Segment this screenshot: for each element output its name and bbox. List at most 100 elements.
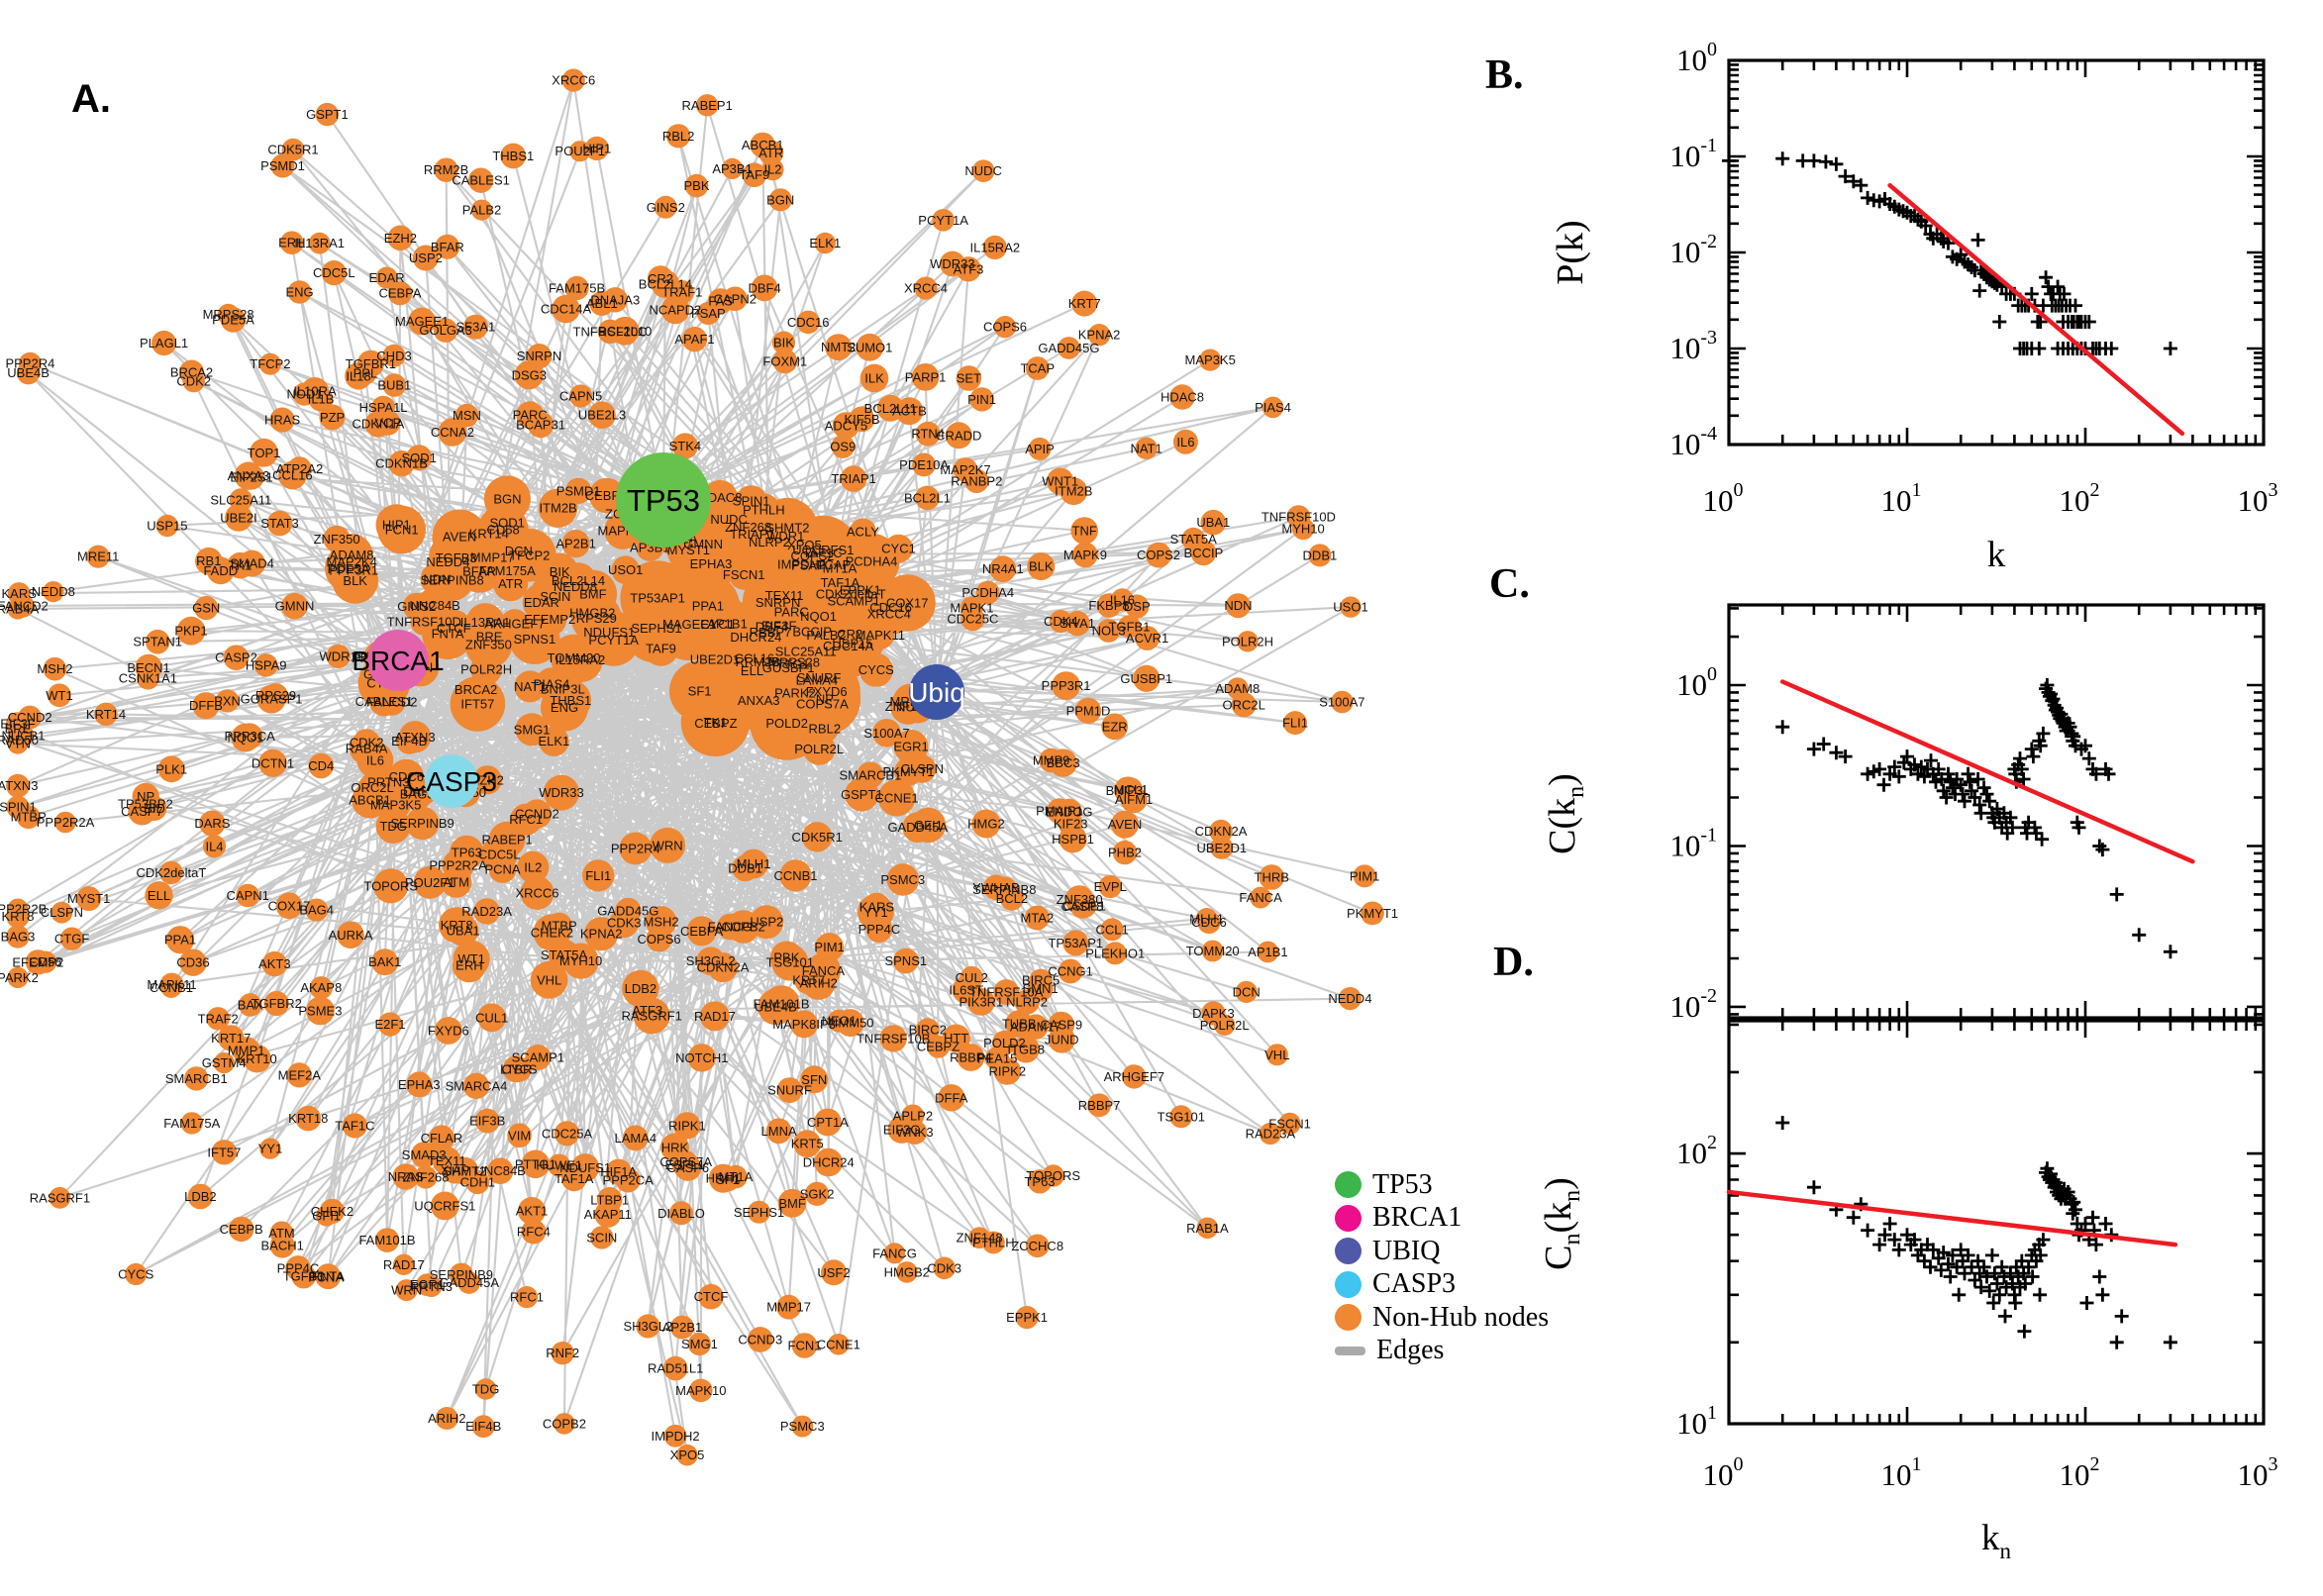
network-node-label: NRAS — [388, 1169, 424, 1184]
network-node — [814, 232, 836, 254]
network-node-label: BCL2L14 — [552, 573, 605, 588]
network-node — [993, 316, 1017, 339]
network-node-label: PSAP — [791, 557, 826, 572]
network-node-label: LAMA4 — [614, 1131, 656, 1146]
network-node — [726, 910, 760, 944]
network-node — [1259, 864, 1284, 890]
network-node — [662, 1355, 688, 1381]
network-node-label: PXN — [214, 693, 241, 708]
network-node-label: GADD45A — [439, 1275, 499, 1290]
network-node-label: WT1 — [46, 688, 72, 703]
network-node-label: ERH — [455, 958, 482, 973]
network-node-label: TCAP — [817, 557, 852, 572]
network-node — [269, 407, 295, 433]
network-node — [387, 281, 413, 306]
network-node — [758, 140, 784, 165]
network-node-label: MAP3K5 — [1185, 352, 1236, 367]
network-node — [1048, 1011, 1075, 1039]
network-node-label: UBE2D1 — [690, 651, 741, 666]
network-node-label: VIM — [508, 1128, 531, 1143]
network-node-label: PIN1 — [967, 392, 996, 407]
network-node — [285, 1255, 311, 1281]
network-node — [1060, 477, 1088, 506]
network-node-label: EPPK1 — [840, 583, 881, 598]
network-node-label: MRPS28 — [768, 654, 820, 669]
network-node-label: WDR33 — [539, 785, 584, 800]
network-node-label: USO1 — [1333, 600, 1367, 615]
network-node — [666, 124, 691, 149]
network-node-label: E2F1 — [374, 1017, 405, 1032]
network-node — [915, 421, 941, 447]
network-node — [975, 580, 1000, 605]
network-node-label: BCAP31 — [516, 418, 565, 433]
network-node-label: CDC5L — [313, 265, 355, 280]
network-node-label: ZNF350 — [465, 638, 512, 652]
network-node-label: BCL2 — [996, 891, 1029, 906]
network-node-label: FXYD6 — [428, 1024, 469, 1039]
network-node-label: TAF1C — [802, 546, 842, 560]
network-node-label: EFEMP2 — [524, 612, 575, 627]
network-node — [619, 832, 653, 865]
network-node-label: MTBP — [542, 919, 577, 934]
network-node-label: YWHAB — [972, 880, 1020, 895]
network-node-label: BRE — [476, 629, 503, 644]
network-node — [7, 966, 29, 989]
network-node-label: ATM — [268, 1226, 294, 1241]
network-node — [530, 960, 568, 999]
network-node-label: BRCA2 — [170, 365, 213, 380]
network-node-label: CYC1 — [700, 617, 735, 632]
network-node — [1111, 810, 1139, 839]
network-node-label: SFN — [801, 1072, 827, 1087]
network-node-label: ABCB1 — [742, 138, 784, 152]
network-node — [165, 926, 195, 954]
network-node-label: TP63 — [1024, 1174, 1055, 1189]
network-node-label: SOD1 — [489, 516, 524, 531]
network-node — [86, 545, 110, 568]
network-node-label: YY1 — [258, 1142, 283, 1156]
y-tick-label: 10-2 — [1669, 231, 1717, 269]
network-node-label: FANCD2 — [0, 599, 49, 614]
network-node-label: TP53BP2 — [118, 797, 173, 812]
network-node — [1005, 1010, 1033, 1038]
network-node — [810, 714, 839, 744]
network-node-label: RFC1 — [510, 1290, 544, 1305]
network-node-label: HIP1 — [582, 141, 611, 155]
network-node — [843, 573, 877, 607]
network-node-label: FAM175B — [549, 280, 605, 295]
network-node — [1114, 776, 1142, 805]
network-node — [229, 488, 252, 512]
network-node — [535, 667, 568, 701]
network-node-label: PDE5A — [328, 561, 370, 576]
network-node-label: ADAM8 — [330, 548, 374, 562]
network-node-label: CSNK1A1 — [119, 671, 177, 686]
network-node-label: CLSPN — [41, 905, 83, 920]
network-node-label: ATR — [498, 576, 523, 591]
network-node-label: HSPA1L — [359, 400, 408, 415]
network-node-label: SERPINB9 — [430, 1267, 493, 1282]
network-node-label: NUDC — [964, 163, 1002, 178]
network-node — [1014, 989, 1040, 1015]
network-node-label: TDG — [472, 1382, 499, 1397]
network-node-label: BGN — [493, 491, 521, 506]
network-node-label: MAPK11 — [147, 977, 196, 992]
legend: TP53 BRCA1 UBIQ CASP3 Non-Hub nodes Edge… — [1335, 1168, 1549, 1367]
network-node-label: PZP — [320, 410, 345, 425]
network-node-label: PIAS4 — [534, 677, 570, 692]
network-node-label: TOMM20 — [548, 650, 601, 665]
network-node-label: BLK — [343, 573, 367, 588]
network-node-label: BECN1 — [127, 660, 169, 675]
network-node — [751, 274, 778, 302]
panel-c-label: C. — [1489, 561, 1530, 607]
network-node — [516, 401, 545, 430]
network-node-label: ELK1 — [538, 734, 569, 748]
network-node-label: MSH2 — [644, 914, 679, 929]
network-node — [872, 719, 901, 748]
network-node-label: CYC1 — [881, 542, 916, 556]
network-node — [1052, 671, 1080, 700]
network-node-label: BIRC2 — [909, 1023, 947, 1038]
network-node — [467, 167, 494, 193]
network-node-label: SNURF — [767, 1083, 812, 1098]
network-node-label: RASGRF1 — [30, 1190, 90, 1205]
network-node-label: S100A7 — [1319, 695, 1364, 710]
network-node-label: MLH1 — [737, 856, 771, 871]
